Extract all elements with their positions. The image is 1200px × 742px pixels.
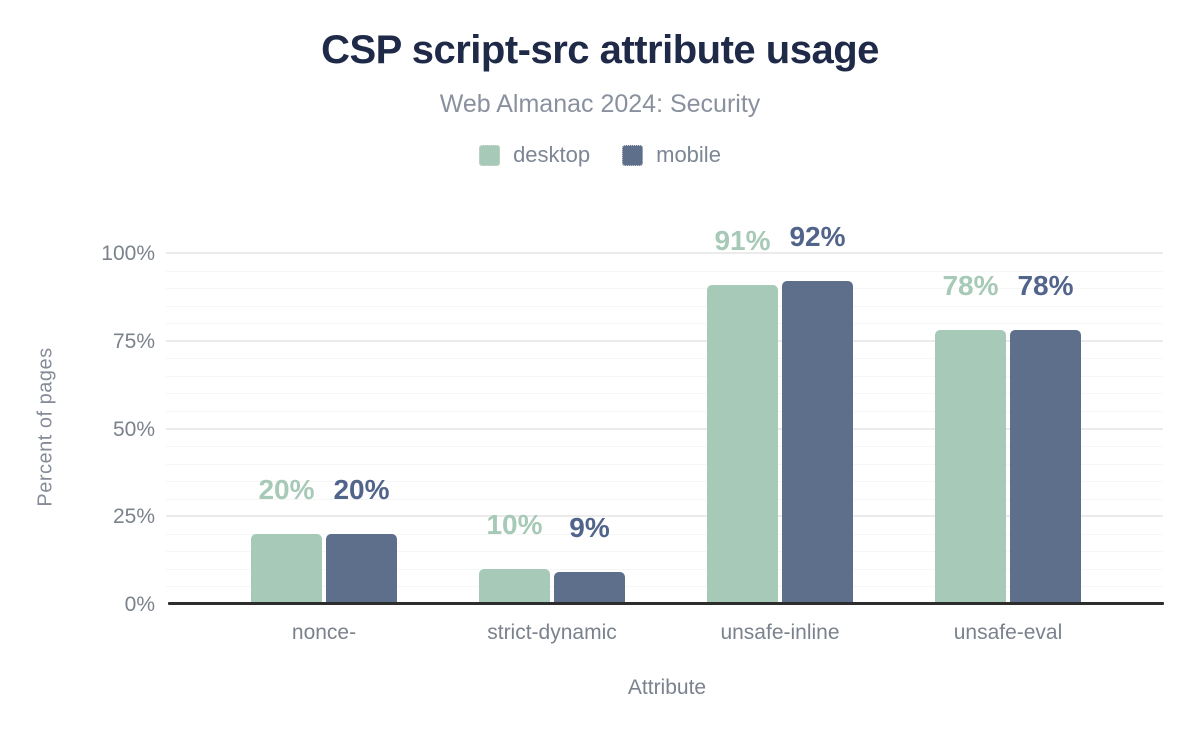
y-tick-100: 100%	[101, 242, 155, 265]
chart-legend: desktop mobile	[0, 142, 1200, 168]
bar-desktop-strict-dynamic	[479, 568, 550, 604]
legend-swatch-mobile-icon	[622, 144, 644, 166]
value-label-mobile-strict-dynamic: 9%	[569, 512, 610, 544]
legend-swatch-desktop-icon	[479, 144, 501, 166]
bar-desktop-unsafe-inline	[707, 284, 778, 604]
gridline-55	[166, 410, 1163, 412]
gridline-75	[166, 339, 1163, 342]
chart-title: CSP script-src attribute usage	[321, 28, 879, 72]
x-axis-title: Attribute	[627, 676, 707, 699]
gridline-45	[166, 446, 1163, 448]
gridline-85	[166, 305, 1163, 307]
category-label-nonce-: nonce-	[291, 621, 357, 644]
gridline-10	[166, 568, 1163, 570]
bar-desktop-nonce-	[251, 533, 322, 604]
legend-label-mobile: mobile	[656, 142, 721, 167]
gridline-60	[166, 393, 1163, 395]
chart-subtitle: Web Almanac 2024: Security	[439, 90, 761, 118]
bar-mobile-unsafe-inline	[782, 281, 853, 604]
value-label-desktop-unsafe-inline: 91%	[714, 224, 771, 256]
gridline-5	[166, 586, 1163, 588]
category-label-strict-dynamic: strict-dynamic	[487, 621, 617, 644]
bar-mobile-unsafe-eval	[1010, 330, 1081, 604]
gridline-25	[166, 515, 1163, 518]
gridline-90	[166, 288, 1163, 290]
gridline-95	[166, 270, 1163, 272]
y-tick-75: 75%	[112, 329, 155, 353]
gridline-40	[166, 463, 1163, 465]
legend-label-desktop: desktop	[513, 142, 591, 167]
gridline-100	[166, 252, 1163, 254]
legend-item-mobile: mobile	[622, 142, 721, 168]
legend-item-desktop: desktop	[479, 142, 590, 168]
category-label-unsafe-inline: unsafe-inline	[720, 621, 840, 644]
gridline-50	[166, 427, 1163, 430]
y-tick-50: 50%	[112, 417, 155, 441]
x-axis-line	[168, 602, 1164, 605]
value-label-mobile-unsafe-eval: 78%	[1017, 270, 1074, 302]
gridline-65	[166, 375, 1163, 377]
value-label-mobile-unsafe-inline: 92%	[789, 221, 846, 253]
value-label-desktop-unsafe-eval: 78%	[942, 270, 999, 302]
bar-desktop-unsafe-eval	[935, 330, 1006, 604]
category-label-unsafe-eval: unsafe-eval	[953, 621, 1063, 644]
bar-mobile-nonce-	[326, 533, 397, 604]
gridline-15	[166, 551, 1163, 553]
value-label-desktop-strict-dynamic: 10%	[486, 508, 543, 540]
gridline-35	[166, 481, 1163, 483]
y-tick-0: 0%	[124, 593, 155, 616]
y-tick-25: 25%	[112, 505, 155, 529]
gridline-80	[166, 323, 1163, 325]
bar-mobile-strict-dynamic	[554, 572, 625, 604]
value-label-desktop-nonce-: 20%	[258, 473, 315, 505]
gridline-20	[166, 533, 1163, 535]
gridline-30	[166, 498, 1163, 500]
gridline-70	[166, 358, 1163, 360]
value-label-mobile-nonce-: 20%	[333, 473, 390, 505]
